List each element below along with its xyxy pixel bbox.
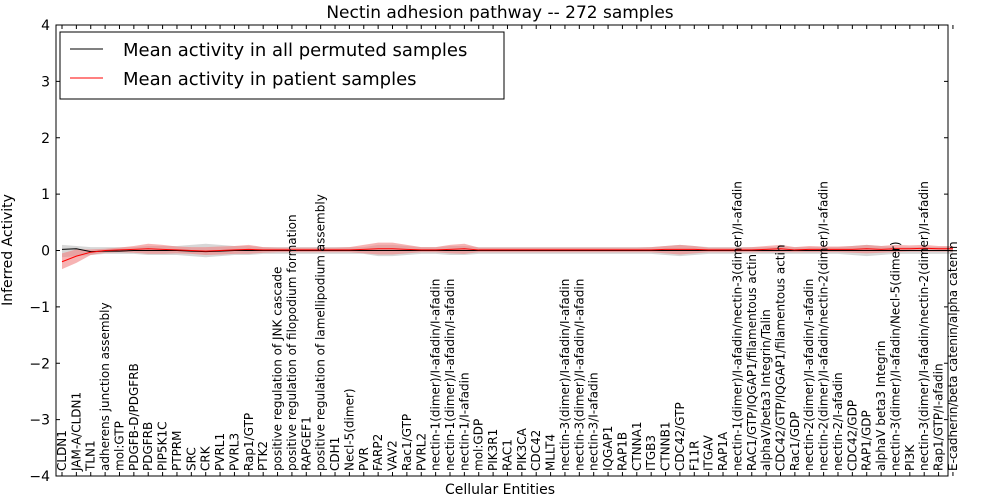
x-tick-label: PDGFRB xyxy=(141,422,155,471)
x-tick-label: nectin-1(dimer)/I-afadin/nectin-3(dimer)… xyxy=(730,181,744,471)
x-tick-label: MLLT4 xyxy=(544,434,558,471)
series-line-permuted xyxy=(61,248,953,253)
x-tick-label: PVR xyxy=(357,447,371,471)
x-tick-label: nectin-2(dimer)/I-afadin/I-afadin xyxy=(802,279,816,471)
y-tick-label: 2 xyxy=(41,131,50,147)
y-tick-label: −4 xyxy=(29,469,50,485)
y-tick-label: −3 xyxy=(29,413,50,429)
x-tick-label: CRK xyxy=(199,445,213,471)
series-line-patient xyxy=(61,247,953,263)
x-tick-label: ITGAV xyxy=(702,434,716,471)
x-tick-label: PIK3R1 xyxy=(486,429,500,471)
y-tick-label: 1 xyxy=(41,187,50,203)
legend: Mean activity in all permuted samples Me… xyxy=(59,31,505,100)
x-tick-label: positive regulation of lamellipodium ass… xyxy=(314,194,328,471)
x-tick-label: Rap1/GTP/I-afadin xyxy=(932,363,946,471)
x-tick-label: positive regulation of JNK cascade xyxy=(271,267,285,471)
x-tick-label: alphaV beta3 Integrin xyxy=(874,340,888,471)
x-tick-label: nectin-1/I-afadin xyxy=(457,372,471,471)
x-tick-label: nectin-1(dimer)/I-afadin/I-afadin xyxy=(443,279,457,471)
x-tick-label: PTPRM xyxy=(170,431,184,472)
x-tick-label: Rac1/GTP xyxy=(400,414,414,471)
x-tick-label: positive regulation of filopodium format… xyxy=(285,214,299,471)
x-tick-label: CTNNA1 xyxy=(630,421,644,471)
x-tick-label: CDC42/GTP xyxy=(673,402,687,471)
x-tick-label: PI3K xyxy=(903,444,917,471)
legend-label-permuted: Mean activity in all permuted samples xyxy=(123,40,467,61)
x-tick-label: TLN1 xyxy=(84,440,98,472)
x-tick-label: PVRL1 xyxy=(213,433,227,471)
x-tick-label: FARP2 xyxy=(371,434,385,471)
x-tick-label: CDH1 xyxy=(328,437,342,471)
x-tick-label: RAP1B xyxy=(615,432,629,471)
x-tick-label: IQGAP1 xyxy=(601,426,615,471)
x-tick-label: adherens junction assembly xyxy=(98,302,112,471)
x-tick-label: PTK2 xyxy=(256,441,270,471)
y-tick-label: −2 xyxy=(29,356,50,372)
y-axis-label: Inferred Activity xyxy=(0,194,16,306)
x-tick-label: SRC xyxy=(184,447,198,471)
x-tick-label: Necl-5(dimer) xyxy=(342,388,356,471)
y-tick-label: 4 xyxy=(41,18,50,34)
x-tick-label: nectin-2/I-afadin xyxy=(831,372,845,471)
plot-area xyxy=(61,242,953,270)
x-tick-label: nectin-3(dimer)/I-afadin/I-afadin xyxy=(572,279,586,471)
x-tick-label: CDC42 xyxy=(529,430,543,471)
x-tick-label: JAM-A/CLDN1 xyxy=(69,392,83,472)
legend-box xyxy=(59,31,505,100)
x-tick-label: PIK3CA xyxy=(515,427,529,471)
x-axis-label: Cellular Entities xyxy=(445,482,555,498)
chart-title: Nectin adhesion pathway -- 272 samples xyxy=(326,3,673,23)
x-tick-label: nectin-3(dimer)/I-afadin/Necl-5(dimer) xyxy=(888,241,902,471)
x-tick-label: nectin-3(dimer)/I-afadin/nectin-2(dimer)… xyxy=(917,181,931,471)
x-tick-label: nectin-2(dimer)/I-afadin/nectin-2(dimer)… xyxy=(817,181,831,471)
x-tick-label: nectin-3(dimer)/I-afadin/I-afadin xyxy=(558,279,572,471)
band-patient xyxy=(62,242,953,270)
x-tick-label: ITGB3 xyxy=(644,435,658,471)
x-tick-label: RAC1 xyxy=(500,439,514,471)
y-tick-label: −1 xyxy=(29,300,50,316)
x-tick-label: RAP1/GDP xyxy=(860,410,874,471)
x-tick-label: nectin-1(dimer)/I-afadin/I-afadin xyxy=(429,279,443,471)
x-tick-label: CDC42/GDP xyxy=(845,400,859,471)
x-tick-label: PVRL2 xyxy=(414,433,428,471)
x-tick-label: Rap1/GTP xyxy=(242,413,256,471)
x-axis: CLDN1 JAM-A/CLDN1 TLN1 adherens junction as… xyxy=(55,25,960,476)
x-tick-label: VAV2 xyxy=(386,440,400,471)
x-tick-label: PIP5K1C xyxy=(156,421,170,471)
legend-label-patient: Mean activity in patient samples xyxy=(123,69,417,90)
x-tick-label: PDGFB-D/PDGFRB xyxy=(127,363,141,471)
y-axis: −4 −3 −2 −1 0 1 2 3 4 xyxy=(29,18,948,485)
y-tick-label: 0 xyxy=(41,244,50,260)
x-tick-label: RAP1A xyxy=(716,431,730,471)
x-tick-label: E-cadherin/beta catenin/alpha catenin xyxy=(946,241,960,471)
x-tick-label: alphaV/beta3 Integrin/Talin xyxy=(759,309,773,471)
x-tick-label: mol:GTP xyxy=(112,421,126,471)
x-tick-label: Rac1/GDP xyxy=(788,412,802,471)
x-tick-label: nectin-3/I-afadin xyxy=(587,372,601,471)
x-tick-label: CDC42/GTP/IQGAP1/filamentous actin xyxy=(774,245,788,471)
x-tick-label: mol:GDP xyxy=(472,419,486,471)
x-tick-label: CLDN1 xyxy=(55,430,69,471)
x-tick-label: RAPGEF1 xyxy=(299,416,313,471)
y-tick-label: 3 xyxy=(41,74,50,90)
x-tick-label: CTNNB1 xyxy=(659,421,673,471)
x-tick-label: F11R xyxy=(687,440,701,471)
x-tick-label: PVRL3 xyxy=(227,433,241,471)
x-tick-label: RAC1/GTP/IQGAP1/filamentous actin xyxy=(745,254,759,471)
